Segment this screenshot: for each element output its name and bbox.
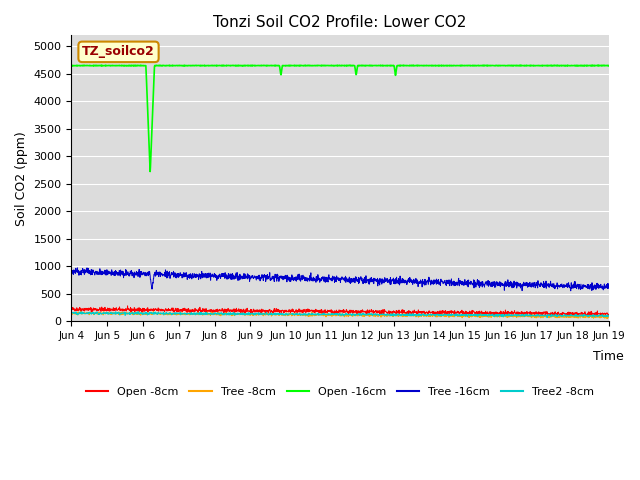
Line: Open -16cm: Open -16cm (72, 65, 609, 171)
Tree2 -8cm (491, 313, 499, 319)
Tree -8cm (77, 308, 84, 314)
Tree -16cm (74, 265, 81, 271)
Open -8cm (68, 306, 76, 312)
Tree2 -8cm (589, 312, 597, 317)
Tree -8cm (491, 313, 499, 319)
Tree2 -8cm (134, 309, 142, 314)
Title: Tonzi Soil CO2 Profile: Lower CO2: Tonzi Soil CO2 Profile: Lower CO2 (213, 15, 467, 30)
Tree2 -8cm (605, 312, 612, 318)
Open -8cm (597, 314, 605, 320)
Open -16cm (147, 168, 154, 174)
Tree -16cm (605, 281, 612, 287)
Tree -8cm (68, 311, 76, 316)
Open -8cm (605, 312, 612, 318)
Legend: Open -8cm, Tree -8cm, Open -16cm, Tree -16cm, Tree2 -8cm: Open -8cm, Tree -8cm, Open -16cm, Tree -… (81, 383, 598, 401)
Tree -8cm (589, 315, 597, 321)
Open -8cm (124, 303, 131, 309)
Open -8cm (329, 309, 337, 315)
Tree -16cm (589, 286, 597, 292)
Tree -16cm (315, 276, 323, 281)
Open -8cm (491, 310, 499, 316)
Tree -8cm (95, 310, 103, 315)
Text: TZ_soilco2: TZ_soilco2 (82, 45, 155, 59)
Tree2 -8cm (95, 311, 102, 316)
Open -16cm (605, 63, 612, 69)
Tree -8cm (605, 314, 612, 320)
Open -16cm (315, 62, 323, 68)
Y-axis label: Soil CO2 (ppm): Soil CO2 (ppm) (15, 131, 28, 226)
Line: Tree2 -8cm: Tree2 -8cm (72, 312, 609, 318)
Open -8cm (315, 308, 323, 313)
Line: Tree -8cm: Tree -8cm (72, 311, 609, 318)
Open -16cm (68, 63, 76, 69)
Open -8cm (95, 307, 102, 312)
X-axis label: Time: Time (593, 350, 624, 363)
Tree2 -8cm (589, 312, 597, 318)
Tree2 -8cm (68, 310, 76, 316)
Open -8cm (589, 311, 597, 317)
Open -16cm (589, 63, 597, 69)
Tree -8cm (329, 311, 337, 316)
Tree -8cm (315, 312, 323, 318)
Tree -16cm (567, 288, 575, 294)
Tree -16cm (491, 283, 499, 289)
Open -16cm (335, 62, 343, 68)
Tree2 -8cm (329, 311, 337, 316)
Open -16cm (491, 63, 499, 69)
Line: Tree -16cm: Tree -16cm (72, 268, 609, 291)
Tree2 -8cm (543, 315, 551, 321)
Open -16cm (95, 62, 102, 68)
Open -16cm (589, 63, 597, 69)
Tree -16cm (589, 283, 597, 289)
Tree -16cm (329, 275, 337, 280)
Tree -8cm (589, 313, 597, 319)
Tree -8cm (589, 314, 597, 320)
Line: Open -8cm: Open -8cm (72, 306, 609, 317)
Open -8cm (589, 312, 597, 317)
Tree -16cm (68, 271, 76, 276)
Tree -16cm (95, 269, 103, 275)
Open -16cm (329, 63, 337, 69)
Tree2 -8cm (315, 311, 323, 316)
